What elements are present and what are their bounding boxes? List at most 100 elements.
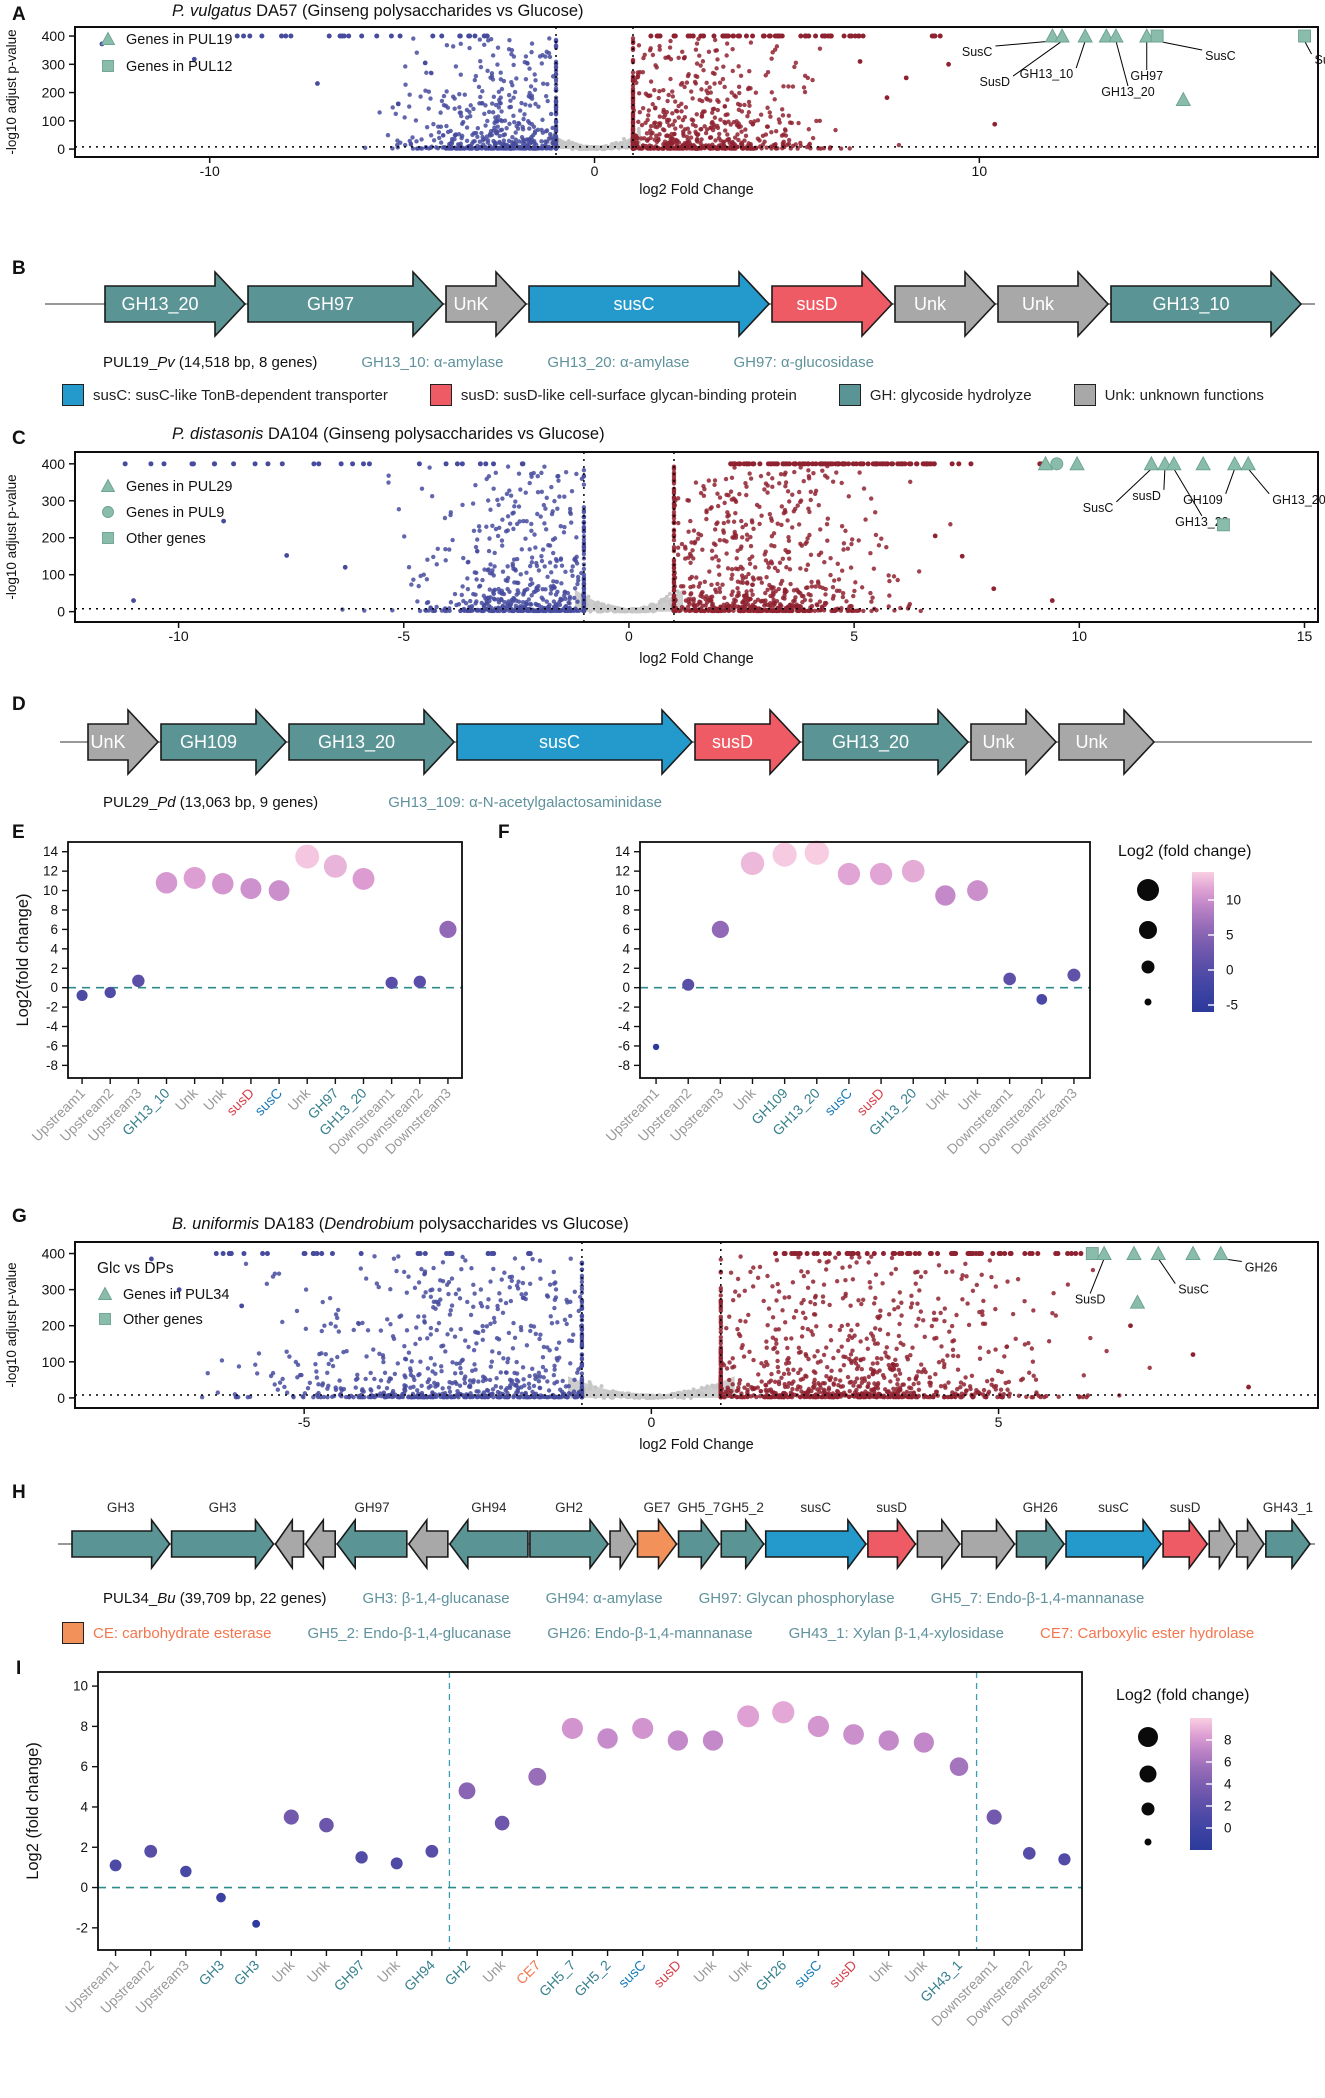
svg-text:400: 400 [42, 456, 66, 472]
dot-Unk [494, 1815, 510, 1831]
dot-Downstream3 [1067, 968, 1081, 982]
category-label-Unk: Unk [690, 1956, 720, 1986]
category-label-GH97: GH97 [331, 1957, 368, 1994]
plot-border [97, 1671, 1083, 1951]
dot-Upstream2 [104, 986, 116, 999]
pul29-name: PUL29_Pd (13,063 bp, 9 genes) [103, 794, 318, 811]
susc-color-chip [62, 384, 84, 406]
dot-Downstream2 [413, 975, 426, 989]
category-label-CE7: CE7 [513, 1957, 544, 1988]
svg-text:0: 0 [50, 980, 58, 995]
pul-gene-callout-label: GH13_10 [1020, 67, 1074, 81]
svg-text:100: 100 [42, 113, 66, 129]
category-label-susC: susC [791, 1957, 825, 1991]
gene-label-UnK: UnK [453, 294, 488, 314]
volcano-points [99, 33, 998, 152]
gene-map-D: UnK GH109 GH13_20 susC susD GH13_20 Unk Unk [60, 707, 1312, 777]
pul34-name-stats: (39,709 bp, 22 genes) [175, 1590, 327, 1607]
gene-arrow-GE7 [636, 1517, 678, 1571]
gene-arrow-susC [764, 1517, 867, 1571]
legend-title: Glc vs DPs [97, 1260, 174, 1277]
dot-GH97 [323, 854, 347, 878]
svg-text:-8: -8 [46, 1058, 58, 1073]
dot-susD [869, 862, 893, 886]
category-label-susD: susD [223, 1085, 257, 1119]
category-label-Unk: Unk [901, 1956, 931, 1986]
gene-label-susC: susC [1098, 1500, 1129, 1515]
gene-label-Unk: Unk [914, 294, 947, 314]
gene-arrow-unk [1235, 1517, 1265, 1571]
legend-size-dot [1141, 1802, 1155, 1816]
gh-color-chip [838, 384, 861, 406]
pul-gene-callout-label: SusD [980, 75, 1011, 89]
dot-Downstream1 [385, 976, 398, 989]
x-axis-label: log2 Fold Change [639, 1437, 753, 1453]
gene-arrow-GH13_20 [104, 269, 247, 339]
x-axis-label: log2 Fold Change [639, 651, 753, 667]
pul34-caption-line2: CE: carbohydrate esterase GH5_2: Endo-β-… [62, 1622, 1290, 1644]
volcano-plot-pdistasonis: 0 100 200 300 400 -10 -5 0 5 10 15 log2 Fold Change… [4, 425, 1325, 667]
pul-gene-marker [1050, 457, 1064, 471]
dot-Upstream2 [144, 1844, 158, 1858]
dot-GH97 [355, 1851, 368, 1864]
pul34-name: PUL34_Bu (39,709 bp, 22 genes) [103, 1590, 327, 1607]
legend-colorbar-tick: -5 [1226, 998, 1238, 1013]
chart-title: P. vulgatus DA57 (Ginseng polysaccharide… [172, 2, 584, 20]
dot-GH13_20 [804, 840, 829, 865]
category-label-GH5_7: GH5_7 [536, 1957, 579, 2000]
dot-CE7 [528, 1767, 547, 1786]
gene-arrow-susD [771, 269, 894, 339]
svg-text:8: 8 [622, 902, 630, 917]
panel-c-label: C [12, 428, 26, 449]
dot-Unk [740, 851, 765, 876]
category-label-Unk: Unk [479, 1956, 509, 1986]
gene-label-GH13_10: GH13_10 [1152, 294, 1229, 315]
gene-arrow-Unk [894, 269, 997, 339]
gene-label-GH97: GH97 [354, 1500, 389, 1515]
dotplot-F: -8-6-4-202468101214Upstream1Upstream2Ups… [602, 840, 1251, 1157]
dot-susC [837, 862, 861, 886]
category-label-GH26: GH26 [752, 1957, 789, 1994]
legend-colorbar-tick: 0 [1224, 1821, 1232, 1836]
pul-gene-marker [1126, 1245, 1142, 1260]
pul-gene-callout-label: GH13_20 [1272, 493, 1325, 507]
gene-label-GH3: GH3 [107, 1500, 135, 1515]
legend-item-label: Genes in PUL12 [126, 59, 232, 75]
legend-size-dot [1144, 998, 1152, 1006]
dot-Unk [967, 880, 988, 901]
legend-size-dot [1139, 1765, 1157, 1783]
pul-gene-callout-label: SusC [1178, 1283, 1209, 1297]
pul-gene-marker [1166, 455, 1182, 471]
pul34-caption-line1: PUL34_Bu (39,709 bp, 22 genes) GH3: β-1,… [103, 1590, 1180, 1607]
dot-Unk [390, 1857, 403, 1870]
x-axis-label: log2 Fold Change [639, 182, 753, 198]
legend-title: Log2 (fold change) [1118, 843, 1251, 860]
gene-arrow-GH13_10 [1110, 269, 1303, 339]
pul19-name-prefix: PUL19_ [103, 354, 158, 371]
pul29-name-stats: (13,063 bp, 9 genes) [175, 794, 319, 811]
legend-colorbar [1192, 872, 1214, 1012]
pul34-name-prefix: PUL34_ [103, 1590, 158, 1607]
ce7-annotation-text: CE7: Carboxylic ester hydrolase [1040, 1624, 1255, 1642]
legend-item-label: Genes in PUL29 [126, 479, 232, 495]
gene-label-GH97: GH97 [307, 294, 354, 314]
dot-GH5_2 [597, 1728, 618, 1749]
dot-Upstream1 [76, 989, 88, 1001]
pul-gene-callout-label: GH13_20 [1175, 515, 1229, 529]
dot-Upstream3 [180, 1865, 192, 1878]
pul-gene-marker [1213, 1245, 1229, 1260]
gene-label-GE7: GE7 [644, 1500, 671, 1515]
category-label-GH2: GH2 [441, 1957, 473, 1989]
gene-arrow-susC [456, 707, 694, 777]
category-label-GH94: GH94 [401, 1957, 438, 1994]
svg-text:10: 10 [1072, 628, 1088, 644]
legend-item-susd: susD: susD-like cell-surface glycan-bind… [429, 384, 797, 406]
y-axis-label: -log10 adjust p-value [4, 29, 19, 154]
gene-arrow-GH5_7 [677, 1517, 721, 1571]
y-axis-label: -log10 adjust p-value [4, 1262, 19, 1387]
pul-gene-marker [1185, 1245, 1201, 1260]
unk-color-chip [1073, 384, 1096, 406]
pul34-annotation-gh5-7: GH5_7: Endo-β-1,4-mannanase [930, 1590, 1145, 1607]
susd-legend-text: susD: susD-like cell-surface glycan-bind… [460, 386, 797, 404]
